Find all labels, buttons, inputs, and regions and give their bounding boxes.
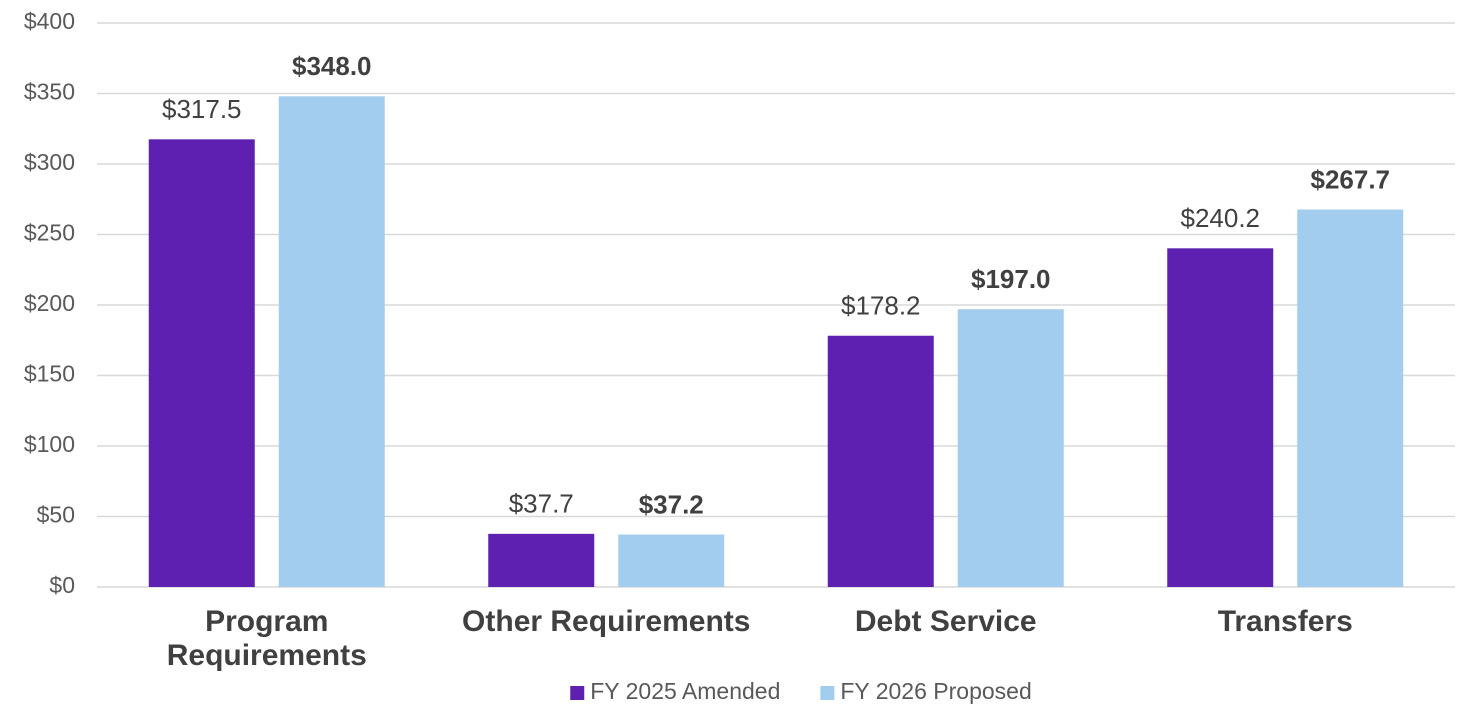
bar [278,96,385,587]
y-tick-label: $100 [24,431,75,457]
value-label: $267.7 [1310,164,1390,194]
bar [148,139,255,587]
x-tick-label: Debt Service [854,605,1037,638]
bar [957,309,1064,587]
y-tick-label: $250 [24,220,75,246]
legend-marker [570,686,585,700]
x-tick-label: Other Requirements [462,605,751,638]
bar [618,534,725,587]
x-tick-label: Transfers [1217,605,1353,638]
y-tick-label: $350 [24,79,75,105]
value-label: $317.5 [162,94,242,124]
value-label: $197.0 [971,264,1051,294]
legend-label: FY 2025 Amended [590,678,780,704]
value-label: $178.2 [841,291,921,321]
y-tick-label: $300 [24,149,75,175]
bar [1297,209,1404,587]
legend-marker [820,686,835,700]
bar [827,335,934,587]
x-tick-label: Program Requirements [166,605,367,672]
legend-label: FY 2026 Proposed [840,678,1031,704]
value-label: $240.2 [1180,203,1260,233]
y-tick-label: $200 [24,290,75,316]
y-tick-label: $400 [24,8,75,34]
y-tick-label: $50 [37,502,75,528]
value-label: $37.7 [509,489,574,519]
y-tick-label: $0 [49,572,75,598]
value-label: $37.2 [639,489,704,519]
bar [488,533,595,587]
value-label: $348.0 [292,51,372,81]
bar [1167,248,1274,587]
y-tick-label: $150 [24,361,75,387]
